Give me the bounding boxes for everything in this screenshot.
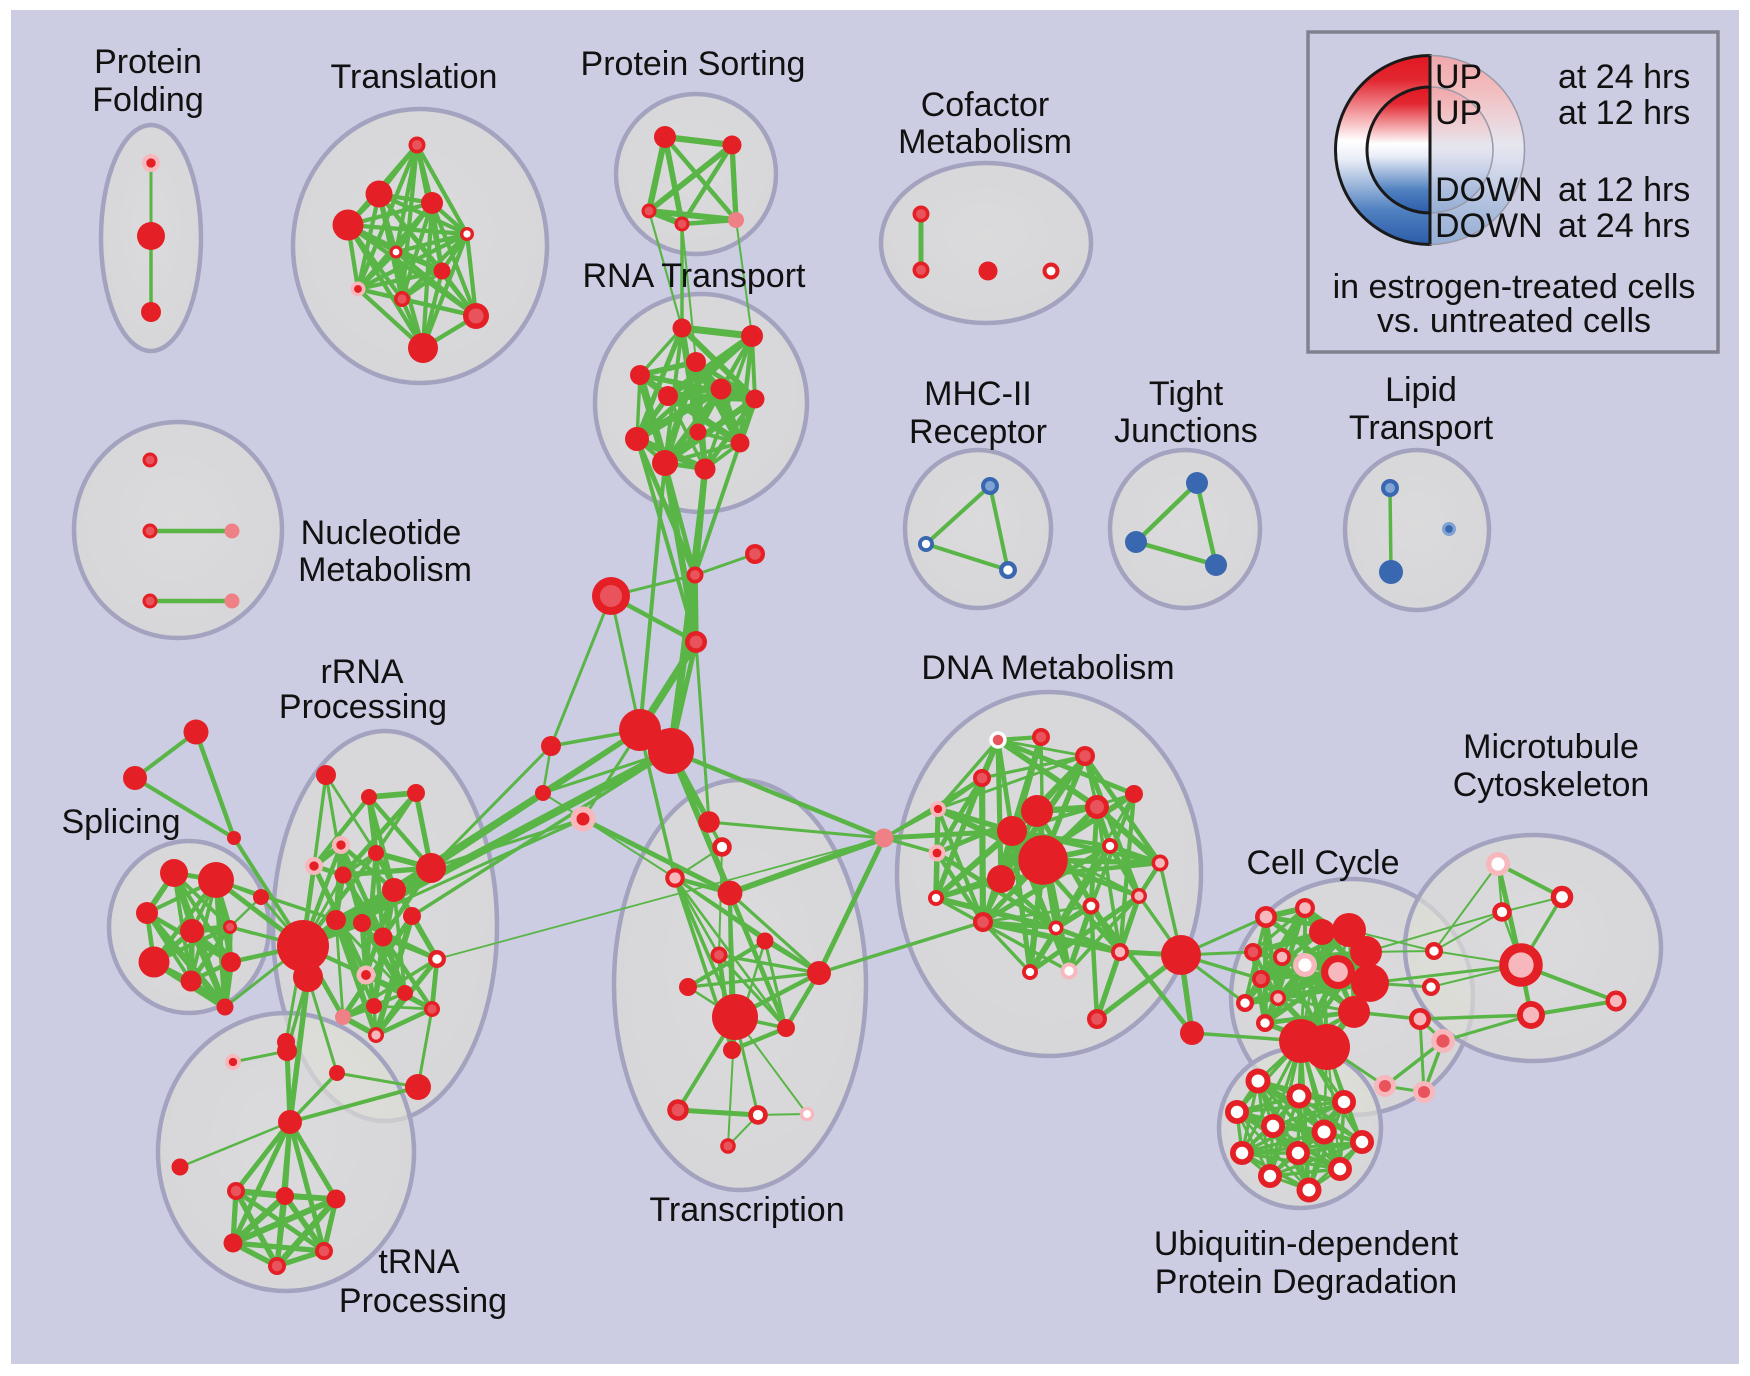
svg-text:Metabolism: Metabolism (898, 123, 1072, 161)
svg-text:Receptor: Receptor (909, 413, 1047, 451)
svg-text:Junctions: Junctions (1114, 412, 1258, 450)
svg-text:Nucleotide: Nucleotide (301, 514, 462, 552)
svg-text:in estrogen-treated cells: in estrogen-treated cells (1333, 268, 1696, 306)
svg-text:DOWN: DOWN (1435, 207, 1543, 245)
svg-text:Protein: Protein (94, 43, 202, 81)
svg-text:Transcription: Transcription (649, 1191, 844, 1229)
svg-text:Protein Degradation: Protein Degradation (1155, 1263, 1457, 1301)
svg-text:Cell Cycle: Cell Cycle (1246, 844, 1399, 882)
svg-text:Lipid: Lipid (1385, 371, 1457, 409)
svg-text:at 24 hrs: at 24 hrs (1558, 207, 1690, 245)
svg-text:at 24 hrs: at 24 hrs (1558, 58, 1690, 96)
svg-text:UP: UP (1435, 94, 1482, 132)
svg-text:Transport: Transport (1349, 409, 1494, 447)
svg-text:Microtubule: Microtubule (1463, 728, 1639, 766)
svg-text:DOWN: DOWN (1435, 171, 1543, 209)
svg-text:Processing: Processing (339, 1282, 507, 1320)
svg-text:tRNA: tRNA (378, 1243, 460, 1281)
svg-text:vs. untreated cells: vs. untreated cells (1377, 302, 1651, 340)
svg-text:at 12 hrs: at 12 hrs (1558, 171, 1690, 209)
svg-text:Metabolism: Metabolism (298, 551, 472, 589)
svg-text:Cytoskeleton: Cytoskeleton (1453, 766, 1650, 804)
svg-text:MHC-II: MHC-II (924, 375, 1032, 413)
svg-text:Translation: Translation (331, 58, 498, 96)
svg-text:DNA Metabolism: DNA Metabolism (921, 649, 1174, 687)
svg-text:Tight: Tight (1149, 375, 1224, 413)
svg-text:Processing: Processing (279, 688, 447, 726)
svg-text:Ubiquitin-dependent: Ubiquitin-dependent (1154, 1225, 1459, 1263)
svg-text:at 12 hrs: at 12 hrs (1558, 94, 1690, 132)
svg-text:Protein Sorting: Protein Sorting (581, 45, 806, 83)
svg-text:RNA Transport: RNA Transport (583, 257, 807, 295)
svg-text:rRNA: rRNA (320, 653, 403, 691)
svg-text:UP: UP (1435, 58, 1482, 96)
svg-text:Splicing: Splicing (61, 803, 180, 841)
svg-text:Cofactor: Cofactor (921, 86, 1050, 124)
svg-text:Folding: Folding (92, 81, 204, 119)
